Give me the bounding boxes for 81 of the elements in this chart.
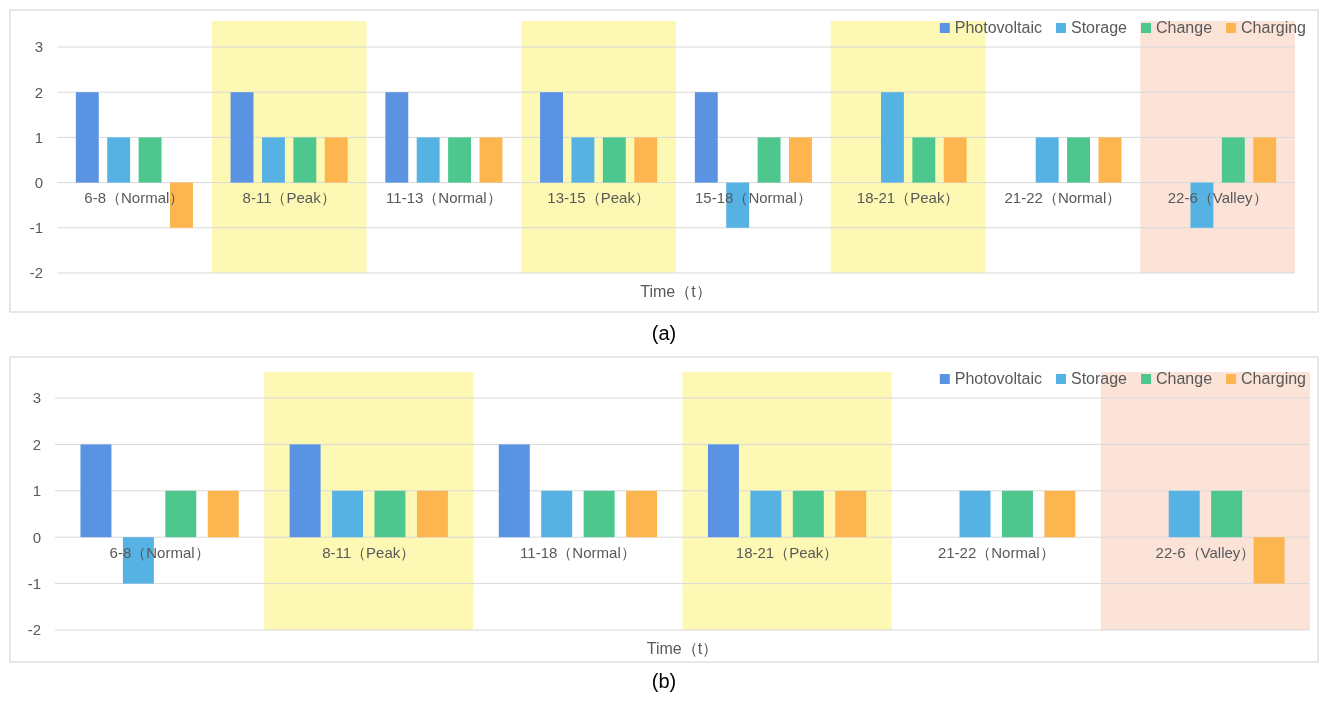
bar	[385, 92, 409, 183]
x-axis-title: Time（t）	[646, 640, 719, 657]
bar	[571, 137, 595, 183]
legend-label: Change	[1156, 19, 1213, 36]
x-tick-label: 11-18（Normal）	[520, 543, 636, 561]
bar	[324, 137, 348, 183]
bar	[835, 490, 867, 538]
legend-label: Storage	[1070, 19, 1128, 36]
x-tick-label: 21-22（Normal）	[937, 543, 1055, 561]
bar	[602, 137, 626, 183]
bar	[1044, 490, 1076, 538]
text: (a)	[651, 322, 677, 344]
bar	[789, 137, 812, 183]
bar	[880, 92, 904, 183]
bar	[1221, 137, 1245, 183]
bar	[792, 490, 824, 538]
bar	[634, 137, 658, 183]
bar	[912, 137, 936, 183]
bar	[75, 92, 99, 183]
bar	[165, 490, 197, 538]
bar	[943, 137, 967, 183]
bar	[1067, 137, 1091, 183]
bar	[541, 490, 573, 538]
legend-label: Photovoltaic	[954, 19, 1042, 36]
y-tick-label: 3	[32, 389, 41, 407]
x-tick-label: 21-22（Normal）	[1004, 189, 1122, 207]
bar	[959, 490, 991, 538]
y-tick-label: 1	[34, 128, 43, 146]
bar	[479, 137, 503, 183]
x-tick-label: 18-21（Peak）	[735, 543, 839, 561]
x-tick-label: 22-6（Valley）	[1155, 543, 1256, 561]
bar	[1253, 137, 1277, 183]
bar	[707, 444, 739, 538]
bar	[374, 490, 406, 538]
bar	[750, 490, 782, 538]
bar	[1035, 137, 1059, 183]
legend-label: Photovoltaic	[954, 370, 1042, 387]
bar	[1098, 137, 1122, 183]
bar	[332, 490, 364, 538]
bar	[1211, 490, 1243, 538]
bar	[448, 137, 472, 183]
legend-label: Charging	[1241, 19, 1306, 36]
bar	[230, 92, 254, 183]
bar	[107, 137, 131, 183]
bar	[416, 137, 440, 183]
bar	[293, 137, 317, 183]
bar	[1168, 490, 1200, 538]
y-tick-label: -2	[29, 264, 43, 282]
legend-label: Change	[1156, 370, 1213, 387]
bar	[757, 137, 781, 183]
y-tick-label: 0	[34, 173, 43, 191]
y-tick-label: 2	[34, 83, 43, 101]
y-tick-label: 3	[34, 38, 43, 56]
y-tick-label: 0	[32, 528, 41, 546]
y-tick-label: -1	[29, 219, 43, 237]
bar	[540, 92, 563, 183]
bar	[80, 444, 112, 538]
y-tick-label: -1	[27, 574, 41, 592]
x-tick-label: 13-15（Peak）	[547, 189, 650, 207]
y-tick-label: 1	[32, 482, 41, 500]
bar	[694, 92, 718, 183]
bar	[289, 444, 321, 538]
x-tick-label: 18-21（Peak）	[856, 189, 960, 207]
bar	[626, 490, 658, 538]
bar	[1253, 537, 1285, 584]
bar	[207, 490, 239, 538]
bar	[1001, 490, 1033, 538]
x-axis-title: Time（t）	[640, 283, 712, 300]
bar	[498, 444, 530, 538]
x-tick-label: 8-11（Peak）	[242, 189, 336, 207]
x-tick-label: 11-13（Normal）	[386, 189, 502, 207]
y-tick-label: -2	[27, 621, 41, 639]
bar	[583, 490, 615, 538]
bar	[138, 137, 162, 183]
legend-label: Charging	[1241, 370, 1306, 387]
bar	[416, 490, 448, 538]
text: (b)	[651, 670, 677, 692]
bar	[261, 137, 285, 183]
legend-label: Storage	[1070, 370, 1128, 387]
y-tick-label: 2	[32, 435, 41, 453]
x-tick-label: 8-11（Peak）	[322, 543, 416, 561]
